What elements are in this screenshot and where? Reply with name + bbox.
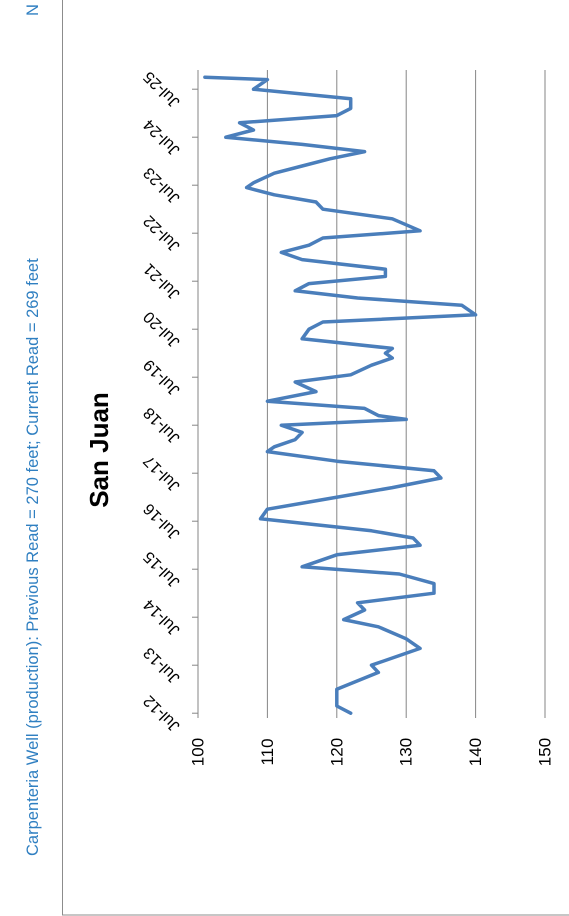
well-reading-note: Carpenteria Well (production): Previous … <box>24 258 42 856</box>
category-tick-label: Jul-18 <box>141 404 184 447</box>
value-tick-label: 120 <box>327 738 346 766</box>
value-axis-labels: 100 110 120 130 140 150 <box>189 738 555 766</box>
value-tick-label: 140 <box>466 738 485 766</box>
category-tick-label: Jul-19 <box>141 356 184 399</box>
next-note-fragment: N <box>24 4 42 16</box>
category-tick-label: Jul-22 <box>141 212 184 255</box>
category-tick-label: Jul-23 <box>141 164 184 207</box>
category-tick-label: Jul-20 <box>141 308 184 351</box>
category-axis-ticks <box>192 88 198 714</box>
category-tick-label: Jul-17 <box>141 452 184 495</box>
value-tick-label: 100 <box>189 738 208 766</box>
value-tick-label: 110 <box>258 738 277 765</box>
series-line <box>203 75 478 715</box>
category-tick-label: Jul-25 <box>141 68 184 111</box>
category-tick-label: Jul-15 <box>141 548 184 591</box>
category-tick-label: Jul-14 <box>141 596 184 639</box>
category-tick-label: Jul-12 <box>141 692 184 735</box>
category-tick-label: Jul-21 <box>141 260 184 303</box>
chart-area-border <box>62 0 569 916</box>
value-tick-label: 150 <box>536 738 555 766</box>
category-tick-label: Jul-16 <box>141 500 184 543</box>
category-tick-label: Jul-13 <box>141 644 184 687</box>
category-tick-label: Jul-24 <box>141 116 184 159</box>
value-tick-label: 130 <box>397 738 416 766</box>
series-layer <box>203 75 478 715</box>
side-annotations: Carpenteria Well (production): Previous … <box>0 0 42 856</box>
chart-title: San Juan <box>84 392 114 508</box>
category-axis-labels: Jul-12 Jul-13 Jul-14 Jul-15 Jul-16 Jul-17 Jul-… <box>141 68 184 735</box>
